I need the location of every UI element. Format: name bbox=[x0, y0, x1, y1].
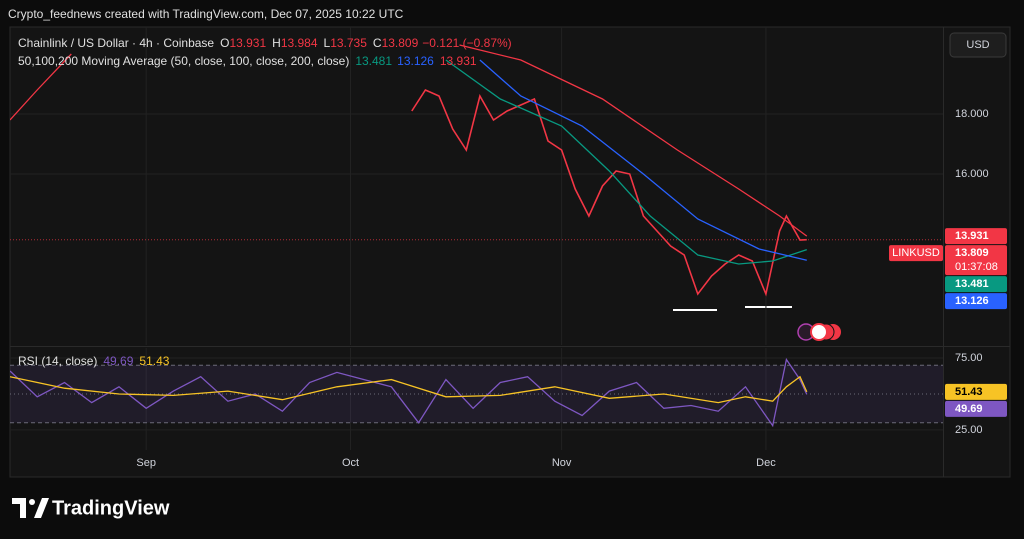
change: −0.121 (−0.87%) bbox=[422, 36, 511, 50]
header: Crypto_feednews created with TradingView… bbox=[8, 7, 404, 21]
event-icons[interactable] bbox=[797, 323, 841, 341]
ohlc-value: 13.984 bbox=[281, 36, 318, 50]
series-line bbox=[10, 44, 808, 237]
ohlc-label: C bbox=[373, 36, 382, 50]
y-tick-label: 75.00 bbox=[955, 352, 983, 364]
series-line bbox=[445, 59, 808, 265]
price-tag bbox=[945, 228, 1007, 245]
indicator-value: 13.931 bbox=[440, 54, 477, 68]
ohlc-value: 13.809 bbox=[382, 36, 419, 50]
y-tick-label: 16.000 bbox=[955, 168, 989, 180]
rsi-value: 49.69 bbox=[103, 354, 133, 368]
ohlc-label: O bbox=[220, 36, 229, 50]
indicator-legend: 50,100,200 Moving Average (50, close, 10… bbox=[18, 54, 477, 68]
x-tick-label: Dec bbox=[756, 457, 776, 469]
rsi-legend: RSI (14, close) 49.69 51.43 bbox=[18, 354, 170, 368]
ohlc-value: 13.735 bbox=[330, 36, 367, 50]
x-tick-label: Sep bbox=[136, 457, 156, 469]
rsi-band bbox=[10, 365, 943, 423]
price-tag bbox=[945, 400, 1007, 417]
chart-panel bbox=[9, 26, 1011, 478]
price-tag-label: 13.931 bbox=[955, 230, 989, 242]
ohlc-label: H bbox=[272, 36, 281, 50]
symbol-title: Chainlink / US Dollar · 4h · Coinbase bbox=[18, 36, 214, 50]
ohlc-label: L bbox=[324, 36, 331, 50]
y-tick-label: 25.00 bbox=[955, 424, 983, 436]
x-tick-label: Nov bbox=[552, 457, 572, 469]
y-tick-label: 18.000 bbox=[955, 108, 989, 120]
indicator-value: 13.481 bbox=[355, 54, 392, 68]
price-tag-label: 49.69 bbox=[955, 403, 983, 415]
logo bbox=[12, 498, 49, 518]
symbol-tag bbox=[889, 245, 943, 262]
rsi-value: 51.43 bbox=[139, 354, 169, 368]
price-tag bbox=[945, 383, 1007, 400]
currency-button[interactable] bbox=[949, 32, 1007, 58]
series-line bbox=[411, 88, 807, 297]
price-tag bbox=[945, 245, 1007, 276]
series-line bbox=[479, 59, 807, 261]
series-line bbox=[10, 357, 808, 428]
footer-brand: TradingView bbox=[52, 497, 170, 519]
indicator-value: 13.126 bbox=[397, 54, 434, 68]
indicator: 50,100,200 Moving Average (50, close, 10… bbox=[18, 54, 349, 68]
x-tick-label: Oct bbox=[342, 457, 359, 469]
rsi-title: RSI (14, close) bbox=[18, 354, 97, 368]
ohlc-value: 13.931 bbox=[229, 36, 266, 50]
price-tag-label: 13.809 bbox=[955, 247, 989, 259]
price-tag-label: 13.481 bbox=[955, 278, 989, 290]
price-tag-label: 51.43 bbox=[955, 386, 983, 398]
currency[interactable]: USD bbox=[966, 39, 989, 51]
series-line bbox=[10, 375, 808, 404]
symbol-tag-label: LINKUSD bbox=[892, 247, 940, 259]
price-tag bbox=[945, 276, 1007, 293]
legend-title: Chainlink / US Dollar · 4h · Coinbase O13… bbox=[18, 36, 512, 50]
countdown: 01:37:08 bbox=[955, 261, 998, 273]
price-tag-label: 13.126 bbox=[955, 295, 989, 307]
price-tag bbox=[945, 293, 1007, 310]
